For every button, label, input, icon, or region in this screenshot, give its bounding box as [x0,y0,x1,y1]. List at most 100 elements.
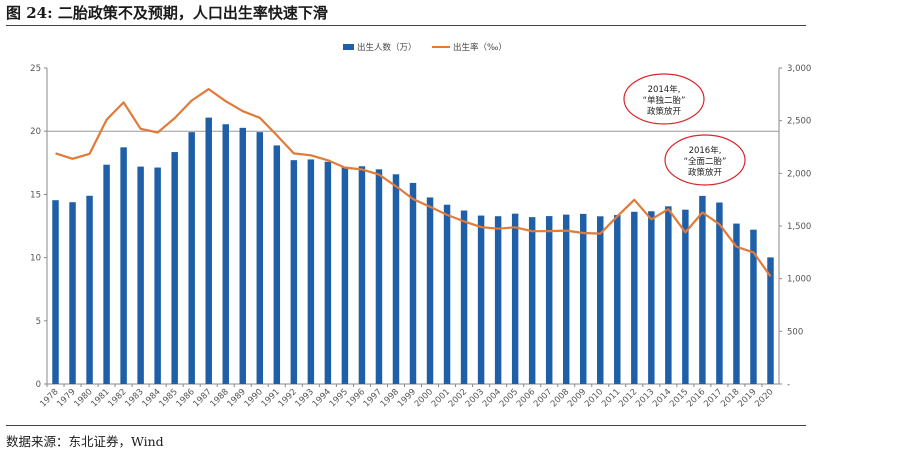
x-tick-label: 2004 [481,387,503,409]
x-tick-label: 2001 [430,387,452,409]
x-tick-label: 2006 [515,387,537,409]
bar [392,174,400,384]
bar [631,211,638,384]
title-rule [6,25,806,26]
x-tick-label: 2002 [447,387,469,409]
bar [171,152,178,384]
bar [579,213,587,384]
left-tick-label: 10 [30,254,41,264]
legend-label-births: 出生人数（万） [357,42,417,53]
x-tick-label: 2010 [583,387,605,409]
bar [154,167,161,384]
source-note: 数据来源：东北证券，Wind [6,434,164,449]
bar [52,200,59,384]
bar [103,164,110,384]
x-tick-label: 1984 [140,387,162,409]
x-tick-label: 1983 [123,387,145,409]
x-tick-label: 2019 [736,387,758,409]
bar [733,223,740,384]
x-tick-label: 1997 [362,387,384,409]
annotation-text: 2016年, [689,145,722,156]
bar [120,147,127,384]
x-tick-label: 2018 [719,387,741,409]
bar [256,132,264,384]
x-tick-label: 2009 [566,387,588,409]
birth-rate-line [55,87,772,277]
x-tick-label: 2005 [498,387,520,409]
x-tick-label: 1999 [396,387,418,409]
x-tick-label: 1985 [157,387,179,409]
right-tick-label: 1,000 [787,275,811,285]
x-tick-label: 2008 [549,387,571,409]
x-tick-label: 2020 [753,387,775,409]
left-tick-label: 0 [36,380,41,390]
bar [614,215,621,384]
legend-label-rate: 出生率（‰） [453,42,507,53]
bar [750,229,757,384]
bar [682,209,689,384]
bar [188,132,195,384]
bar [562,214,570,384]
bar [341,166,349,384]
annotation-circle [664,134,746,186]
x-tick-label: 1989 [226,387,248,409]
bar [426,197,434,384]
x-tick-label: 2000 [413,387,435,409]
bar [137,166,144,384]
footer-rule [6,425,806,426]
bar [409,182,417,384]
x-tick-label: 1978 [38,387,60,409]
annotation-text: 政策放开 [647,106,682,117]
bar [273,145,281,384]
x-tick-label: 1981 [89,387,111,409]
bar [767,257,774,384]
bar [545,216,553,384]
x-tick-label: 1992 [277,387,299,409]
x-tick-label: 1980 [72,387,94,409]
x-tick-label: 1996 [345,387,367,409]
bar [358,166,366,384]
bar [528,217,536,384]
bar [477,215,485,384]
x-tick-label: 1987 [191,387,213,409]
bar [648,211,655,384]
bar [494,216,502,384]
right-tick-label: 2,000 [787,169,811,179]
x-tick-label: 1988 [208,387,230,409]
x-tick-label: 1998 [379,387,401,409]
left-tick-label: 20 [30,127,41,137]
bar [460,210,468,384]
x-tick-label: 2016 [685,387,707,409]
x-tick-label: 2012 [617,387,639,409]
legend-swatch-bar [343,44,354,50]
x-tick-label: 1995 [328,387,350,409]
annotation-text: “单独二胎” [643,95,686,106]
figure-title: 图 24: 二胎政策不及预期，人口出生率快速下滑 [6,4,328,22]
right-tick-label: - [787,380,790,390]
x-tick-label: 2011 [600,387,622,409]
x-tick-label: 1990 [243,387,265,409]
x-tick-label: 2014 [651,387,673,409]
bar [239,127,247,384]
x-tick-label: 2007 [532,387,554,409]
x-tick-label: 1986 [174,387,196,409]
left-tick-label: 5 [36,317,41,327]
x-tick-label: 2015 [668,387,690,409]
bar [205,117,212,384]
bar [86,195,93,384]
bar [222,124,229,385]
bar [716,202,723,384]
bar [375,169,383,384]
x-tick-label: 2013 [634,387,656,409]
x-tick-label: 2017 [702,387,724,409]
x-tick-label: 1991 [260,387,282,409]
bar [597,216,604,384]
annotation-text: 政策放开 [688,167,723,178]
bar [69,202,76,384]
annotation-text: 2014年, [648,84,681,95]
x-tick-label: 1994 [311,387,333,409]
bar [665,206,672,384]
bar [443,204,451,384]
x-tick-label: 1982 [106,387,128,409]
